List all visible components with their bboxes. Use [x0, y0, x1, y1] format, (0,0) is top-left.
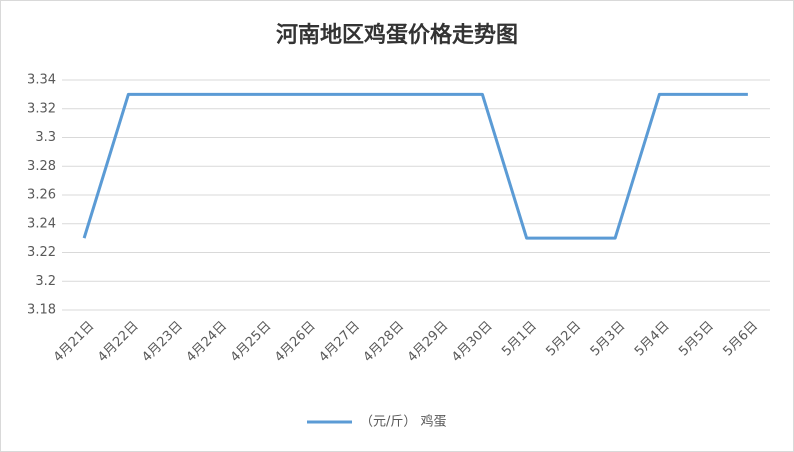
chart-title: 河南地区鸡蛋价格走势图 [276, 22, 518, 48]
y-tick-label: 3.32 [27, 101, 56, 116]
series-line [82, 92, 748, 240]
y-tick-label: 3.3 [35, 130, 56, 145]
y-tick-label: 3.28 [27, 159, 56, 174]
y-tick-label: 3.34 [27, 73, 56, 88]
legend-label: （元/斤） 鸡蛋 [360, 414, 447, 430]
y-tick-label: 3.2 [35, 274, 56, 289]
y-tick-label: 3.22 [27, 245, 56, 260]
y-tick-label: 3.18 [27, 303, 56, 318]
y-tick-label: 3.26 [27, 188, 56, 203]
y-tick-label: 3.24 [27, 216, 56, 231]
